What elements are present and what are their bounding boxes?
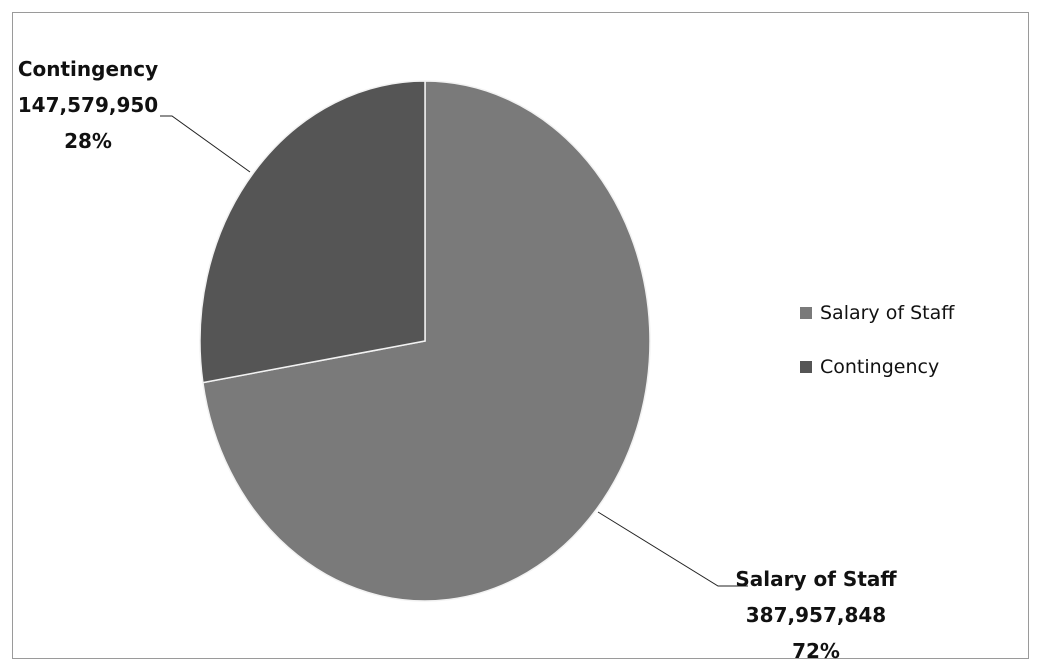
data-label-salary-percent: 72% — [792, 639, 840, 663]
leader-line-contingency — [160, 115, 251, 173]
legend-swatch-salary — [800, 307, 812, 319]
legend-entry-salary: Salary of Staff — [820, 302, 955, 324]
legend-swatch-contingency — [800, 361, 812, 373]
data-label-contingency-name: Contingency — [18, 57, 158, 81]
data-label-salary-name: Salary of Staff — [735, 567, 897, 591]
data-label-salary-value: 387,957,848 — [746, 603, 886, 627]
leader-line-salary — [597, 511, 748, 587]
data-label-contingency-percent: 28% — [64, 129, 112, 153]
pie-slices — [199, 80, 651, 602]
data-label-contingency-value: 147,579,950 — [18, 93, 158, 117]
pie-slice-contingency — [199, 80, 426, 384]
pie-slice-salary — [202, 80, 651, 602]
legend-entry-contingency: Contingency — [820, 356, 939, 378]
legend: Salary of Staff Contingency — [800, 302, 955, 378]
